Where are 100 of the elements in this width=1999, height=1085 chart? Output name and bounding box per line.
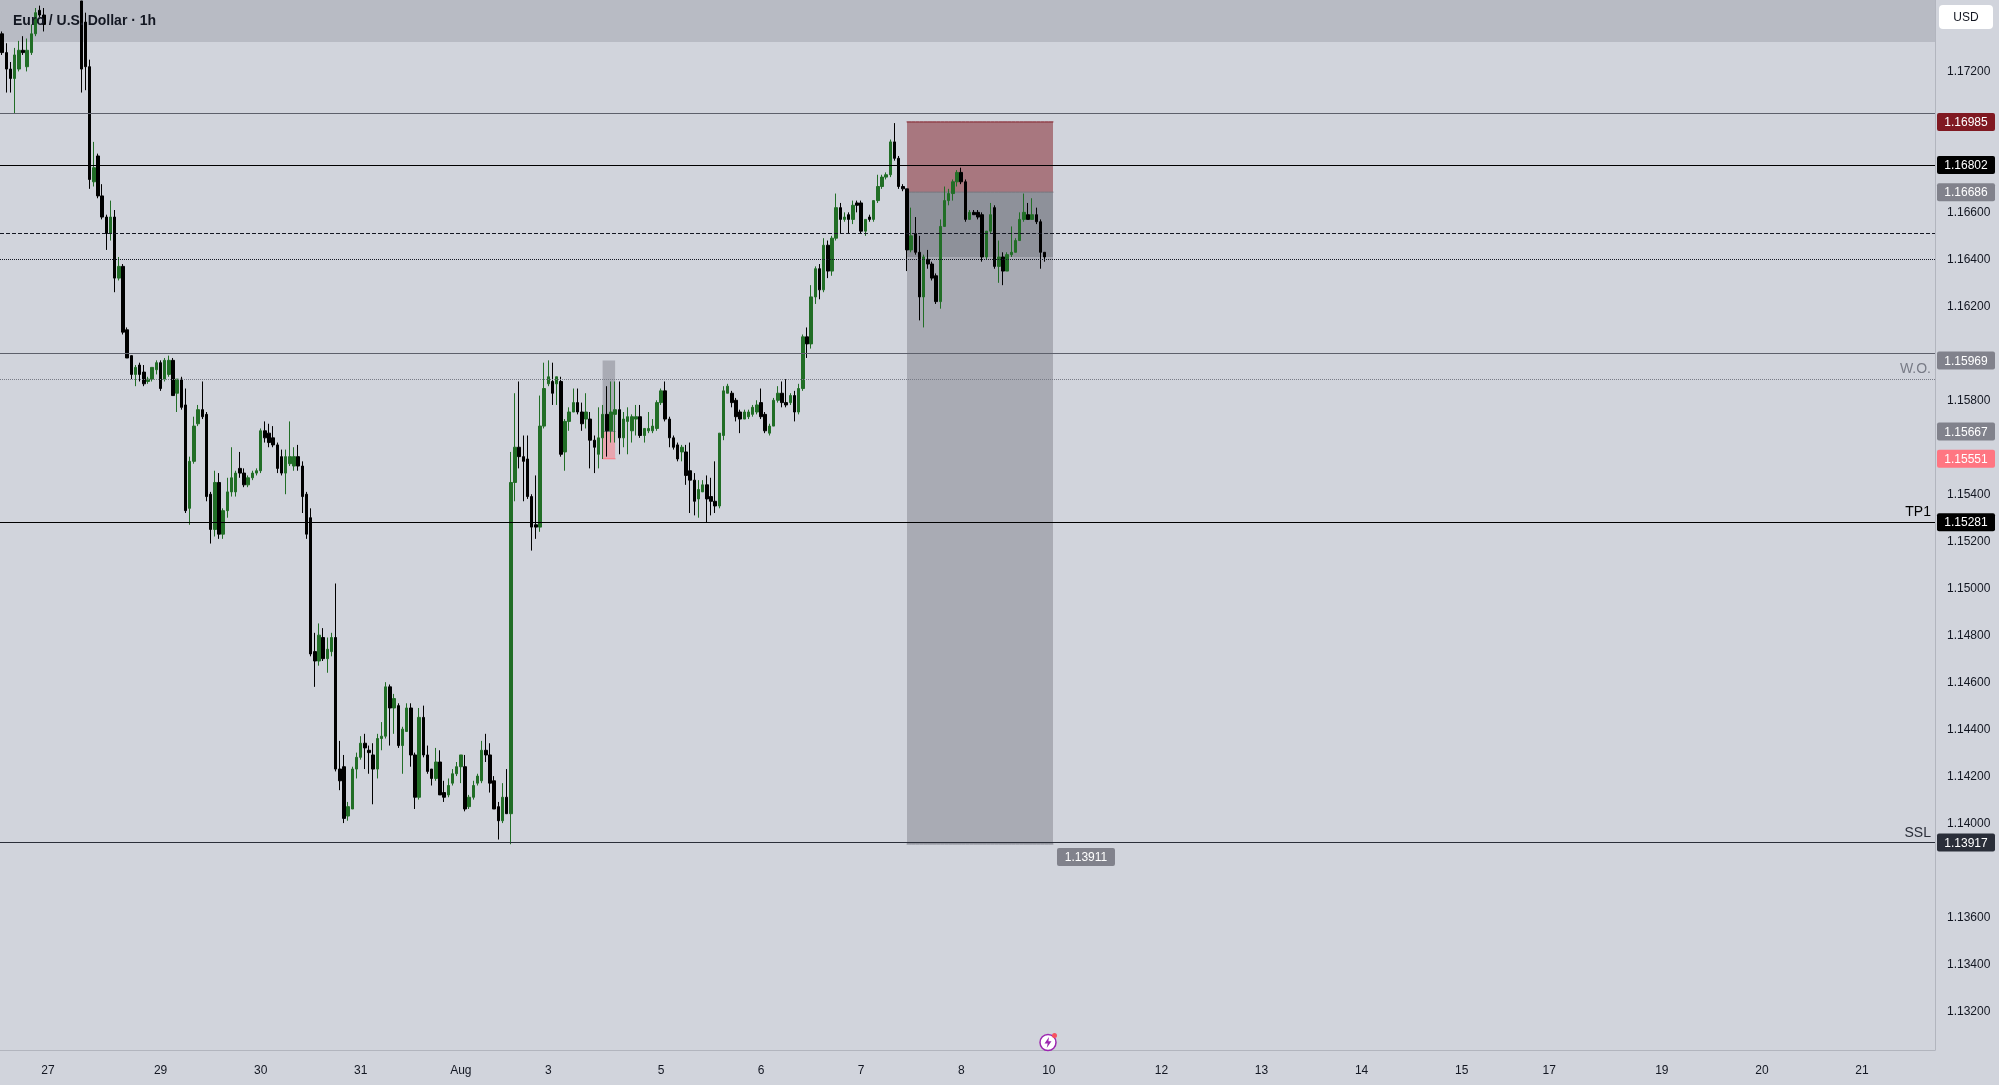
candlestick [839, 202, 842, 234]
candlestick [117, 256, 121, 281]
y-tick-label: 1.14000 [1947, 816, 1991, 831]
candlestick [326, 637, 329, 674]
y-tick-label: 1.13600 [1947, 910, 1991, 925]
y-tick-label: 1.16686 [1944, 185, 1989, 200]
candlestick [784, 378, 788, 408]
x-tick-label: 31 [354, 1063, 368, 1077]
y-tick-label: 1.15281 [1944, 515, 1989, 530]
candlestick [321, 627, 325, 662]
candlestick [864, 218, 867, 237]
x-tick-label: 10 [1042, 1063, 1056, 1077]
currency-button: USD [1939, 5, 1993, 29]
candlestick [909, 207, 913, 253]
candlestick [21, 35, 25, 56]
x-tick-label: 27 [41, 1063, 55, 1077]
candlestick [463, 754, 467, 812]
y-tick-label: 1.16400 [1947, 252, 1991, 267]
candlestick [501, 782, 504, 824]
candlestick [859, 200, 863, 234]
y-tick-label: 1.14800 [1947, 628, 1991, 643]
candlestick [392, 693, 396, 735]
candlestick [171, 357, 175, 397]
y-tick-label: 1.15000 [1947, 581, 1991, 596]
y-tick-label: 1.16802 [1944, 157, 1989, 172]
candlestick [713, 460, 717, 514]
x-tick-label: 3 [545, 1063, 553, 1077]
y-tick-label: 1.15200 [1947, 534, 1991, 549]
candlestick [175, 378, 179, 413]
candlestick [267, 423, 271, 448]
candlestick [263, 420, 267, 444]
x-tick-label: 21 [1855, 1063, 1870, 1077]
candlestick [109, 200, 112, 242]
candlestick [922, 254, 925, 328]
ref-line-label: SSL [1904, 823, 1932, 840]
candlestick [680, 444, 684, 462]
y-tick-label: 1.14200 [1947, 769, 1991, 784]
candlestick [505, 768, 508, 815]
candlestick [134, 364, 137, 387]
candlestick [317, 622, 321, 667]
candlestick [555, 376, 558, 406]
candlestick [551, 362, 554, 406]
candlestick [805, 326, 809, 359]
candlestick [697, 479, 700, 519]
candlestick [159, 359, 162, 392]
candlestick [789, 392, 792, 406]
candlestick [780, 380, 784, 408]
candlestick [459, 754, 463, 784]
x-tick-label: 13 [1254, 1063, 1269, 1077]
y-tick-label: 1.14400 [1947, 722, 1991, 737]
y-tick-label: 1.16200 [1947, 299, 1991, 314]
candlestick [980, 211, 984, 263]
x-tick-label: 30 [253, 1063, 268, 1077]
y-tick-label: 1.15969 [1944, 353, 1989, 368]
candlestick [688, 442, 692, 514]
y-tick-label: 1.16600 [1947, 205, 1991, 220]
candlestick [618, 380, 621, 455]
candlestick [588, 411, 592, 469]
candlestick [993, 204, 996, 270]
y-tick-label: 1.17200 [1947, 64, 1991, 79]
candlestick [1026, 202, 1030, 220]
candlestick [743, 409, 746, 420]
candlestick [259, 427, 262, 474]
data-label: 1.13911 [1064, 849, 1108, 864]
x-tick-label: 19 [1655, 1063, 1669, 1077]
candlestick [397, 702, 400, 749]
candlestick [1001, 251, 1005, 286]
candlestick [142, 364, 146, 387]
x-tick-label: 6 [757, 1063, 765, 1077]
candlestick [363, 733, 367, 770]
y-tick-label: 1.13917 [1944, 835, 1989, 850]
candlestick [755, 399, 759, 415]
x-tick-label: 7 [857, 1063, 865, 1077]
candlestick [388, 684, 392, 747]
candlestick [597, 406, 600, 469]
candlestick [826, 240, 830, 279]
candlestick [793, 390, 796, 422]
candlestick [167, 355, 171, 378]
x-tick-label: Aug [450, 1063, 472, 1077]
candlestick [818, 263, 821, 300]
candlestick [113, 209, 116, 293]
y-tick-label: 1.15800 [1947, 393, 1991, 408]
candlestick [847, 211, 850, 234]
candlestick [371, 742, 375, 805]
candlestick [213, 470, 217, 538]
x-tick-label: 15 [1455, 1063, 1469, 1077]
candlestick [997, 240, 1001, 284]
candlestick [843, 211, 846, 223]
x-tick-label: 14 [1354, 1063, 1369, 1077]
x-tick-label: 29 [153, 1063, 168, 1077]
candlestick [434, 747, 438, 782]
candlestick [868, 214, 871, 223]
x-tick-label: 12 [1154, 1063, 1169, 1077]
candlestick [447, 777, 450, 798]
candlestick [972, 209, 976, 216]
y-tick-label: 1.15400 [1947, 487, 1991, 502]
ref-line-label: W.O. [1899, 360, 1931, 377]
ref-line-label: TP1 [1905, 503, 1932, 520]
y-tick-label: 1.13200 [1947, 1004, 1991, 1019]
candlestick [559, 376, 563, 458]
